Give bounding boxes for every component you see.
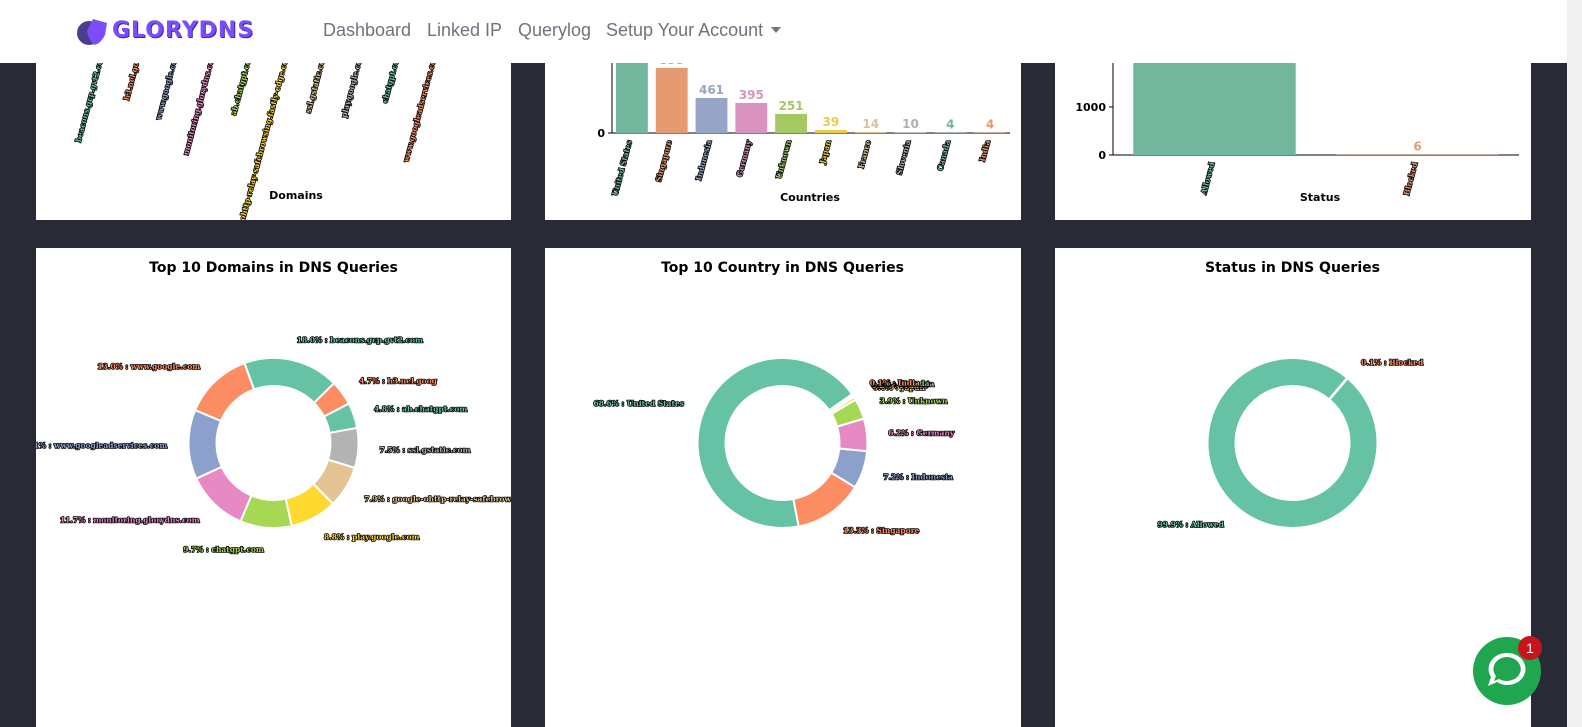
bar: [735, 102, 768, 133]
slice-label: 0.1% : Blocked: [1361, 358, 1424, 367]
bar: [655, 67, 688, 133]
value-label: 461: [699, 83, 724, 97]
chart-card: Top 10 Country in DNS Queries 68.6% : Uni…: [545, 248, 1021, 727]
chart: Top 10 Country in DNS Queries 68.6% : Uni…: [593, 260, 956, 536]
slice-label: 0.1% : Canada: [870, 379, 930, 388]
value-label: 10: [902, 117, 919, 131]
slice-label: 6.2% : Germany: [888, 429, 955, 438]
x-tick-label: Japan: [818, 139, 833, 166]
chart: Status in DNS Queries 99.9% : Allowed 0.1%…: [1157, 260, 1425, 530]
x-tick-label: Blocked: [1402, 160, 1420, 196]
donut-slice: [187, 408, 224, 480]
bar: [814, 130, 847, 133]
x-tick-label: www.googleadservices.com: [401, 51, 439, 164]
x-tick-label: France: [856, 139, 872, 169]
value-label: 395: [739, 88, 764, 102]
slice-label: 7.9% : google-ohttp-relay-safebrowsing.f…: [364, 494, 511, 503]
slice-label: 4.7% : h3.nel.goog: [359, 376, 437, 385]
slice-label: 4.8% : ab.chatgpt.com: [374, 405, 467, 414]
nav-link[interactable]: Dashboard: [323, 20, 412, 40]
scrollbar: [1567, 0, 1582, 727]
slice-label: 7.5% : ssl.gstatic.com: [380, 445, 471, 454]
value-label: 39: [823, 115, 840, 129]
donut-slice: [827, 392, 854, 412]
chart-card: Top 10 Domains in DNS Queries 18.0% : bea…: [36, 248, 511, 727]
slice-label: 13.0% : www.google.com: [97, 362, 200, 371]
nav-link[interactable]: Querylog: [518, 20, 592, 40]
slice-label: 13.1% : www.googleadservices.com: [36, 441, 167, 450]
slice-label: 0.6% : Japan: [873, 383, 926, 392]
slice-label: 0.1% : India: [870, 378, 920, 387]
slice-label: 0.2% : France: [871, 381, 928, 390]
nav-link[interactable]: Setup Your Account: [606, 20, 764, 40]
bar: [894, 132, 927, 133]
value-label: 4: [986, 118, 994, 132]
donut-slice: [1327, 376, 1349, 401]
x-tick-label: Germany: [735, 139, 754, 178]
x-tick-label: Unknown: [774, 139, 793, 180]
slice-label: 3.9% : Unknown: [880, 396, 948, 405]
logo-icon: [77, 19, 107, 45]
x-tick-label: United States: [610, 139, 633, 197]
x-axis-label: Status: [1300, 191, 1341, 204]
brand[interactable]: GLORYDNS: [112, 18, 255, 43]
chart: Top 10 Domains in DNS Queries 18.0% : bea…: [36, 260, 511, 555]
chart-title: Top 10 Domains in DNS Queries: [149, 260, 398, 276]
x-tick-label: Indonesia: [694, 139, 713, 181]
x-tick-label: Canada: [935, 139, 952, 172]
slice-label: 7.2% : Indonesia: [883, 473, 953, 482]
x-tick-label: India: [978, 139, 992, 163]
y-tick-label: 0: [597, 127, 605, 140]
x-axis-label: Domains: [269, 189, 323, 202]
nav-dropdown[interactable]: Setup Your Account: [606, 20, 782, 41]
donut-slice: [193, 361, 256, 423]
caret: [771, 27, 782, 33]
y-tick-label: 0: [1098, 149, 1106, 162]
slice-label: 0.2% : Slovenia: [871, 380, 935, 389]
x-axis-label: Countries: [780, 191, 840, 204]
slice-label: 9.7% : chatgpt.com: [183, 545, 264, 554]
value-label: 14: [862, 117, 879, 131]
x-tick-label: Allowed: [1199, 160, 1217, 196]
bar: [775, 113, 808, 133]
y-tick-label: 1000: [1075, 101, 1106, 114]
chart-title: Top 10 Country in DNS Queries: [661, 260, 904, 276]
slice-label: 99.9% : Allowed: [1158, 520, 1225, 529]
slice-label: 18.0% : beacons.gcp.gvt2.com: [297, 335, 423, 344]
chart-title: Status in DNS Queries: [1205, 260, 1380, 276]
slice-label: 13.3% : Singapore: [843, 526, 919, 535]
chart: Countries0100020003000400043928554613952…: [574, 0, 1010, 204]
value-label: 4: [946, 118, 954, 132]
donut-slice: [696, 357, 854, 529]
chart-card: Domains beacons.gcp.gvt2.com h3.nel.goog ww…: [36, 0, 511, 220]
x-tick-label: Singapore: [654, 139, 674, 183]
donut-slice: [1206, 356, 1379, 529]
bar: [854, 131, 887, 133]
value-label: 251: [779, 99, 804, 113]
bar: [695, 97, 728, 133]
x-tick-label: monitoring.glorydns.com: [181, 51, 217, 156]
nav-link[interactable]: Linked IP: [427, 20, 503, 40]
x-tick-label: Slovenia: [895, 139, 913, 176]
chat-badge: 1: [1518, 636, 1542, 660]
x-tick-label: beacons.gcp.gvt2.com: [74, 51, 107, 143]
slice-label: 68.6% : United States: [593, 399, 684, 408]
value-label: 6: [1413, 140, 1421, 154]
chart-card: Status in DNS Queries 99.9% : Allowed 0.1%…: [1055, 248, 1531, 727]
navbar: GLORYDNS Dashboard Linked IP Querylog Se…: [0, 0, 1567, 63]
slice-label: 11.7% : monitoring.glorydns.com: [60, 515, 200, 524]
chat-icon: [1488, 652, 1526, 686]
slice-label: 8.8% : play.google.com: [324, 533, 420, 542]
